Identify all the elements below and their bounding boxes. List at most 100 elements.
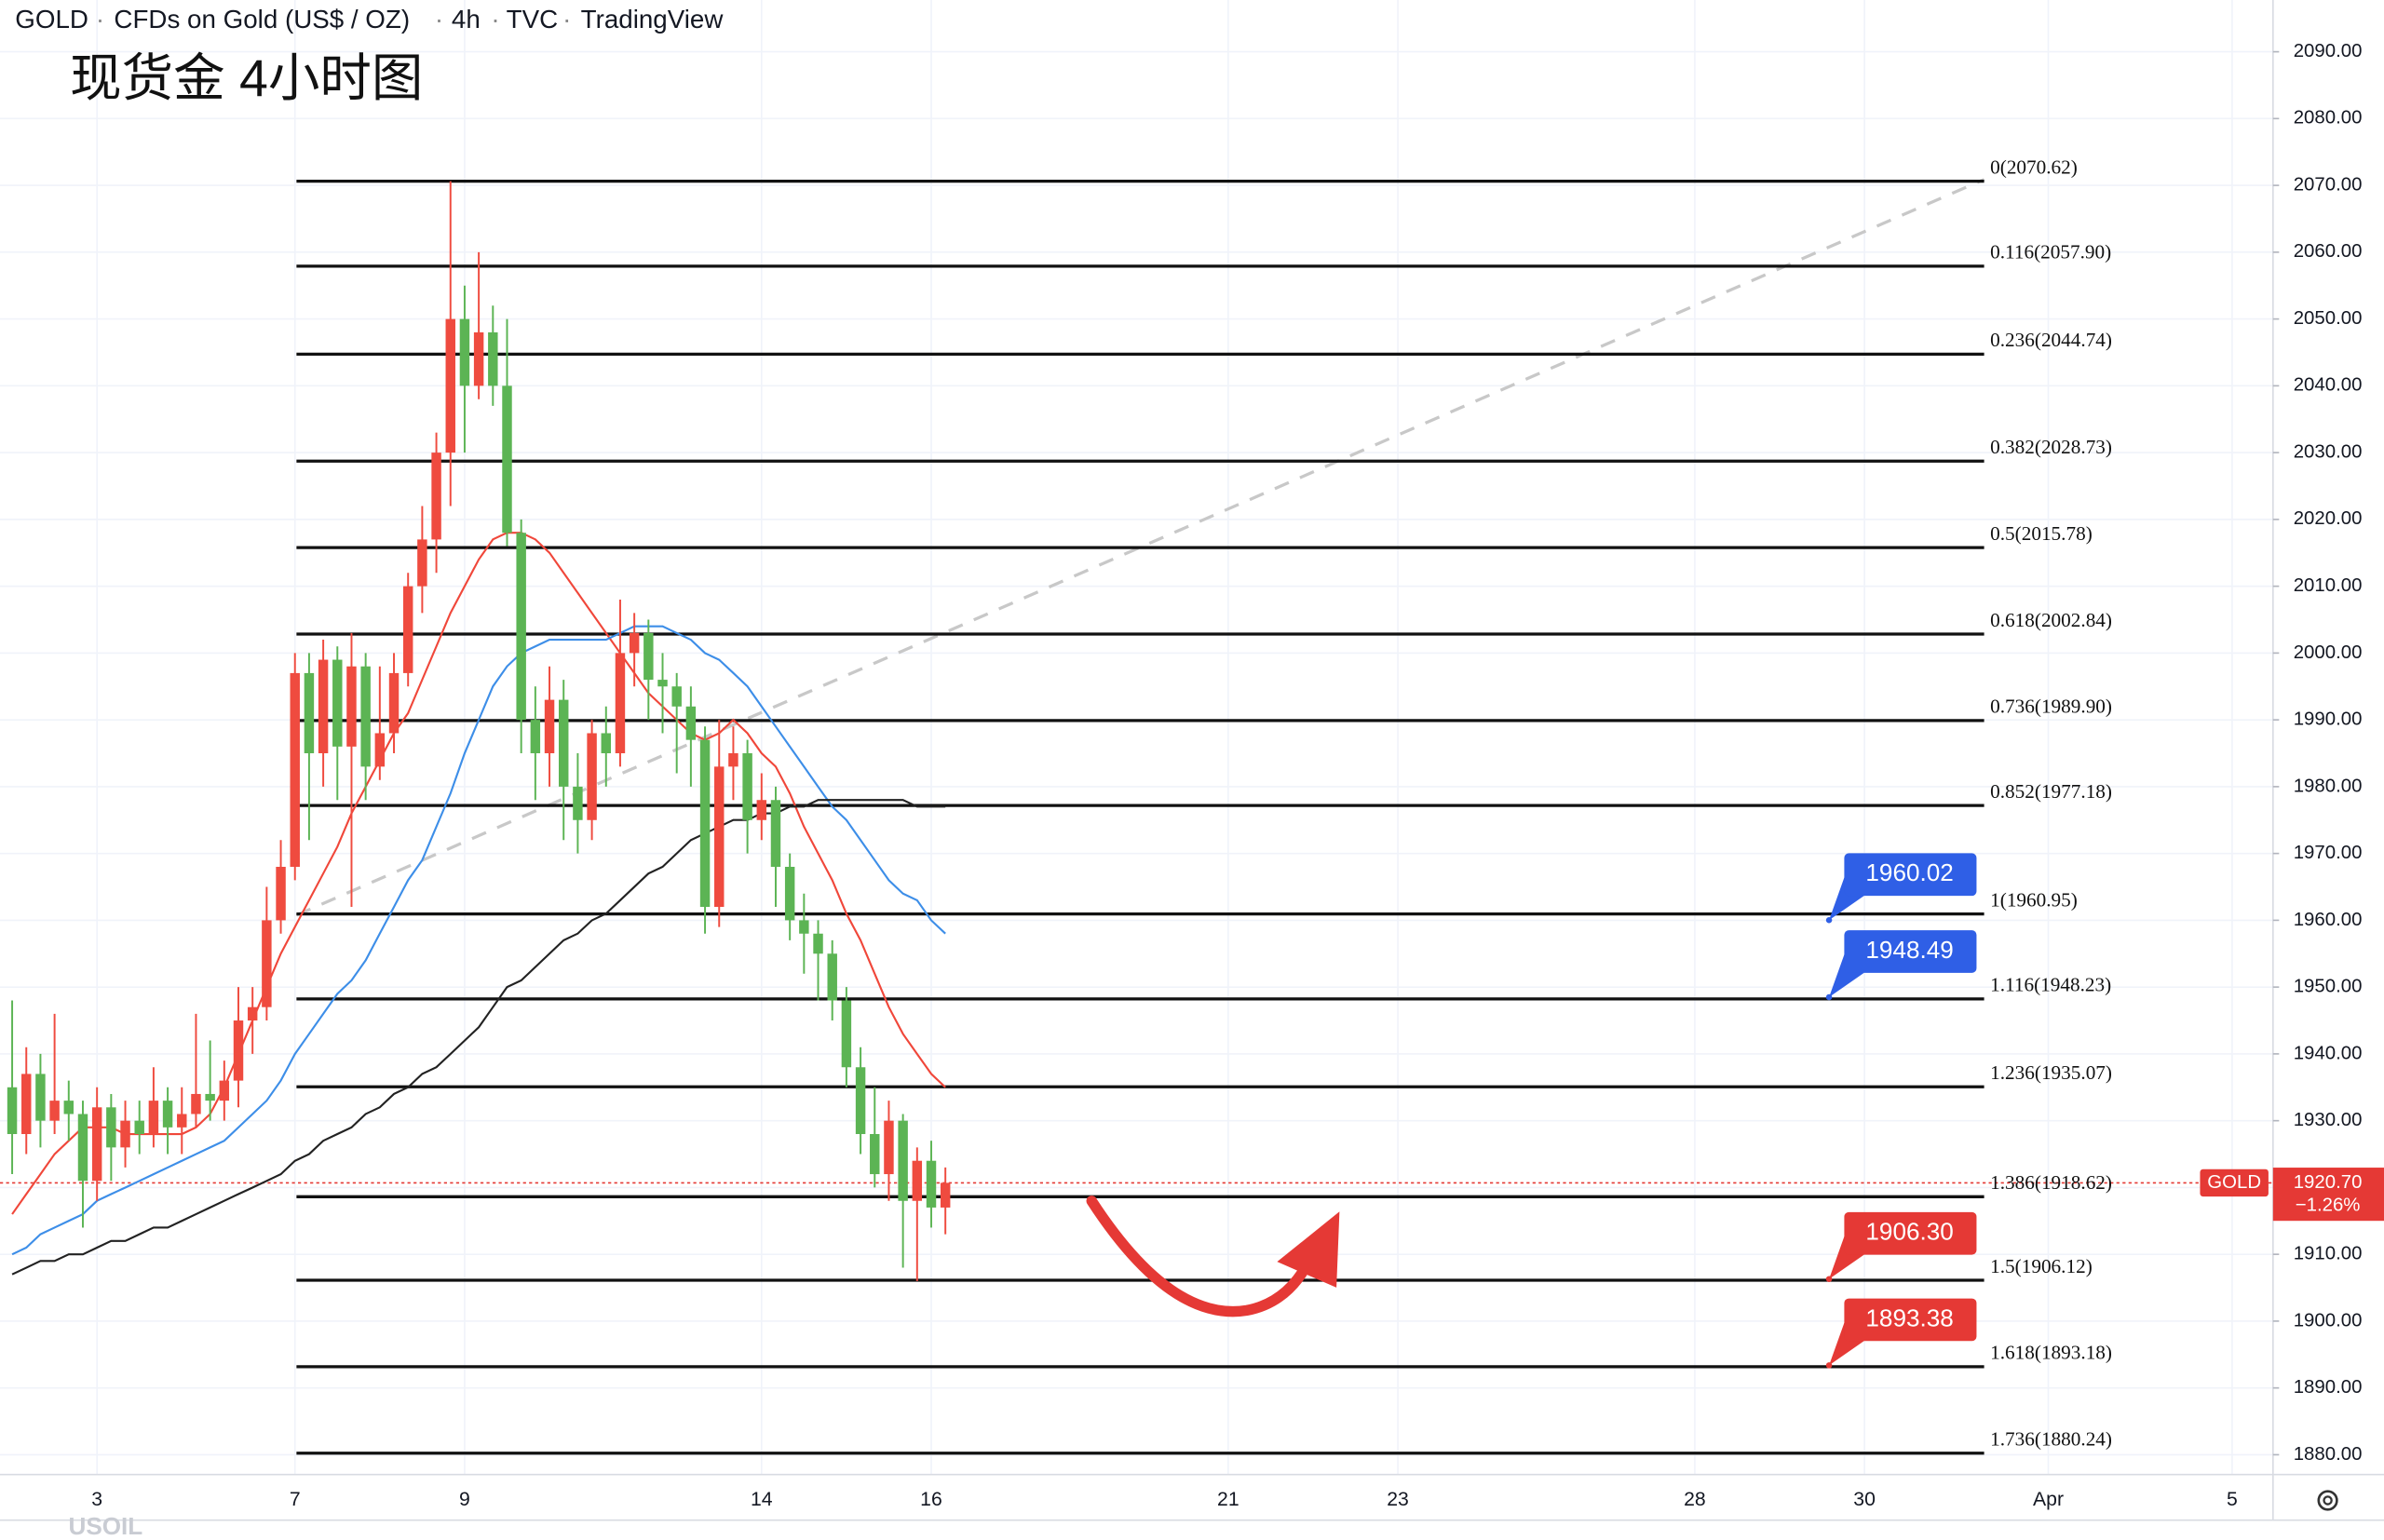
- y-tick-label: 2050.00: [2294, 308, 2363, 329]
- fib-label: 1(1960.95): [1990, 888, 2078, 911]
- fib-label: 1.236(1935.07): [1990, 1061, 2112, 1084]
- candle-body: [219, 1080, 230, 1101]
- candle-body: [177, 1114, 187, 1128]
- candle-body: [262, 920, 272, 1007]
- watermark: USOIL: [68, 1512, 142, 1540]
- candle-body: [629, 632, 640, 654]
- exchange: TVC: [507, 5, 559, 34]
- tag-anchor: [1825, 1276, 1833, 1282]
- y-tick-label: 2030.00: [2294, 442, 2363, 463]
- fib-label: 1.618(1893.18): [1990, 1342, 2112, 1364]
- y-tick-label: 2090.00: [2294, 41, 2363, 61]
- y-tick-label: 2080.00: [2294, 108, 2363, 128]
- y-tick-label: 1900.00: [2294, 1310, 2363, 1331]
- fib-label: 1.116(1948.23): [1990, 974, 2111, 996]
- candle-body: [247, 1006, 258, 1021]
- candle-body: [318, 659, 329, 754]
- candle-body: [813, 933, 823, 954]
- candle-body: [7, 1087, 18, 1135]
- y-tick-label: 1990.00: [2294, 709, 2363, 730]
- candle-body: [841, 1000, 852, 1068]
- candle-body: [728, 753, 738, 767]
- candle-body: [573, 786, 583, 820]
- candle-body: [49, 1101, 60, 1121]
- candle-body: [473, 331, 484, 386]
- x-tick-label: 23: [1387, 1489, 1409, 1510]
- y-tick-label: 2060.00: [2294, 241, 2363, 262]
- fib-label: 0.5(2015.78): [1990, 522, 2093, 545]
- candle-body: [346, 666, 357, 747]
- candle-body: [530, 720, 541, 754]
- x-tick-label: 7: [290, 1489, 301, 1510]
- candle-body: [488, 331, 498, 386]
- price-tag: [1844, 853, 1977, 897]
- candle-body: [559, 699, 569, 787]
- ma-line: [11, 625, 946, 1256]
- description: CFDs on Gold (US$ / OZ): [114, 5, 410, 34]
- candle-body: [374, 733, 386, 767]
- fib-label: 0.382(2028.73): [1990, 436, 2112, 458]
- candle-body: [855, 1067, 866, 1135]
- candle-body: [926, 1160, 937, 1208]
- x-tick-label: 30: [1853, 1489, 1876, 1510]
- candle-body: [587, 733, 597, 820]
- candle-body: [304, 672, 315, 754]
- y-tick-label: 1960.00: [2294, 910, 2363, 930]
- candle-body: [502, 385, 512, 534]
- fib-label: 1.736(1880.24): [1990, 1428, 2112, 1451]
- y-tick-label: 2000.00: [2294, 642, 2363, 663]
- candle-body: [912, 1160, 923, 1201]
- candle-body: [742, 753, 752, 820]
- y-tick-label: 1970.00: [2294, 843, 2363, 863]
- y-tick-label: 1940.00: [2294, 1043, 2363, 1063]
- candle-body: [784, 866, 795, 921]
- ma-line: [11, 799, 946, 1276]
- y-tick-label: 2020.00: [2294, 508, 2363, 529]
- candle-body: [799, 920, 809, 934]
- price-tag: [1844, 930, 1977, 973]
- price-tag: [1844, 1298, 1977, 1342]
- fib-label: 0.618(2002.84): [1990, 609, 2112, 631]
- candle-body: [134, 1120, 144, 1135]
- x-tick-label: 28: [1684, 1489, 1706, 1510]
- interval: 4h: [452, 5, 481, 34]
- candle-body: [445, 318, 455, 453]
- fib-label: 1.5(1906.12): [1990, 1255, 2093, 1277]
- candle-body: [685, 706, 697, 740]
- arrow-head: [1277, 1211, 1340, 1288]
- candle-body: [21, 1074, 32, 1135]
- candle-body: [35, 1074, 46, 1121]
- candle-body: [233, 1020, 244, 1081]
- symbol-tag-box: [2200, 1169, 2269, 1197]
- price-tag-label: 1906.30: [1865, 1218, 1953, 1246]
- last-price-change: −1.26%: [2296, 1195, 2361, 1215]
- candle-body: [884, 1120, 894, 1175]
- candle-body: [601, 733, 611, 754]
- candle-body: [191, 1093, 201, 1114]
- candle-body: [544, 699, 555, 754]
- gear-center[interactable]: [2323, 1495, 2333, 1506]
- last-price-label: 1920.70: [2294, 1172, 2363, 1193]
- candle-body: [148, 1101, 159, 1135]
- candle-body: [770, 800, 781, 867]
- x-tick-label: 16: [920, 1489, 942, 1510]
- gear[interactable]: [2317, 1490, 2338, 1511]
- x-tick-label: Apr: [2033, 1489, 2064, 1510]
- candle-body: [63, 1101, 74, 1114]
- fib-label: 1.386(1918.62): [1990, 1171, 2112, 1194]
- candle-body: [615, 653, 626, 754]
- settings-icon[interactable]: [2317, 1490, 2338, 1511]
- candle-body: [898, 1120, 908, 1201]
- candle-body: [643, 632, 654, 681]
- candle-body: [77, 1114, 88, 1182]
- fib-label: 0.236(2044.74): [1990, 329, 2112, 351]
- candle-body: [388, 672, 400, 734]
- arrow: [1086, 1196, 1322, 1317]
- candle-body: [91, 1107, 102, 1182]
- price-tag-label: 1960.02: [1865, 858, 1953, 886]
- last-price-box: [2272, 1168, 2384, 1222]
- candle-body: [699, 739, 711, 908]
- separator: ·: [435, 5, 443, 34]
- price-tag-label: 1893.38: [1865, 1304, 1953, 1331]
